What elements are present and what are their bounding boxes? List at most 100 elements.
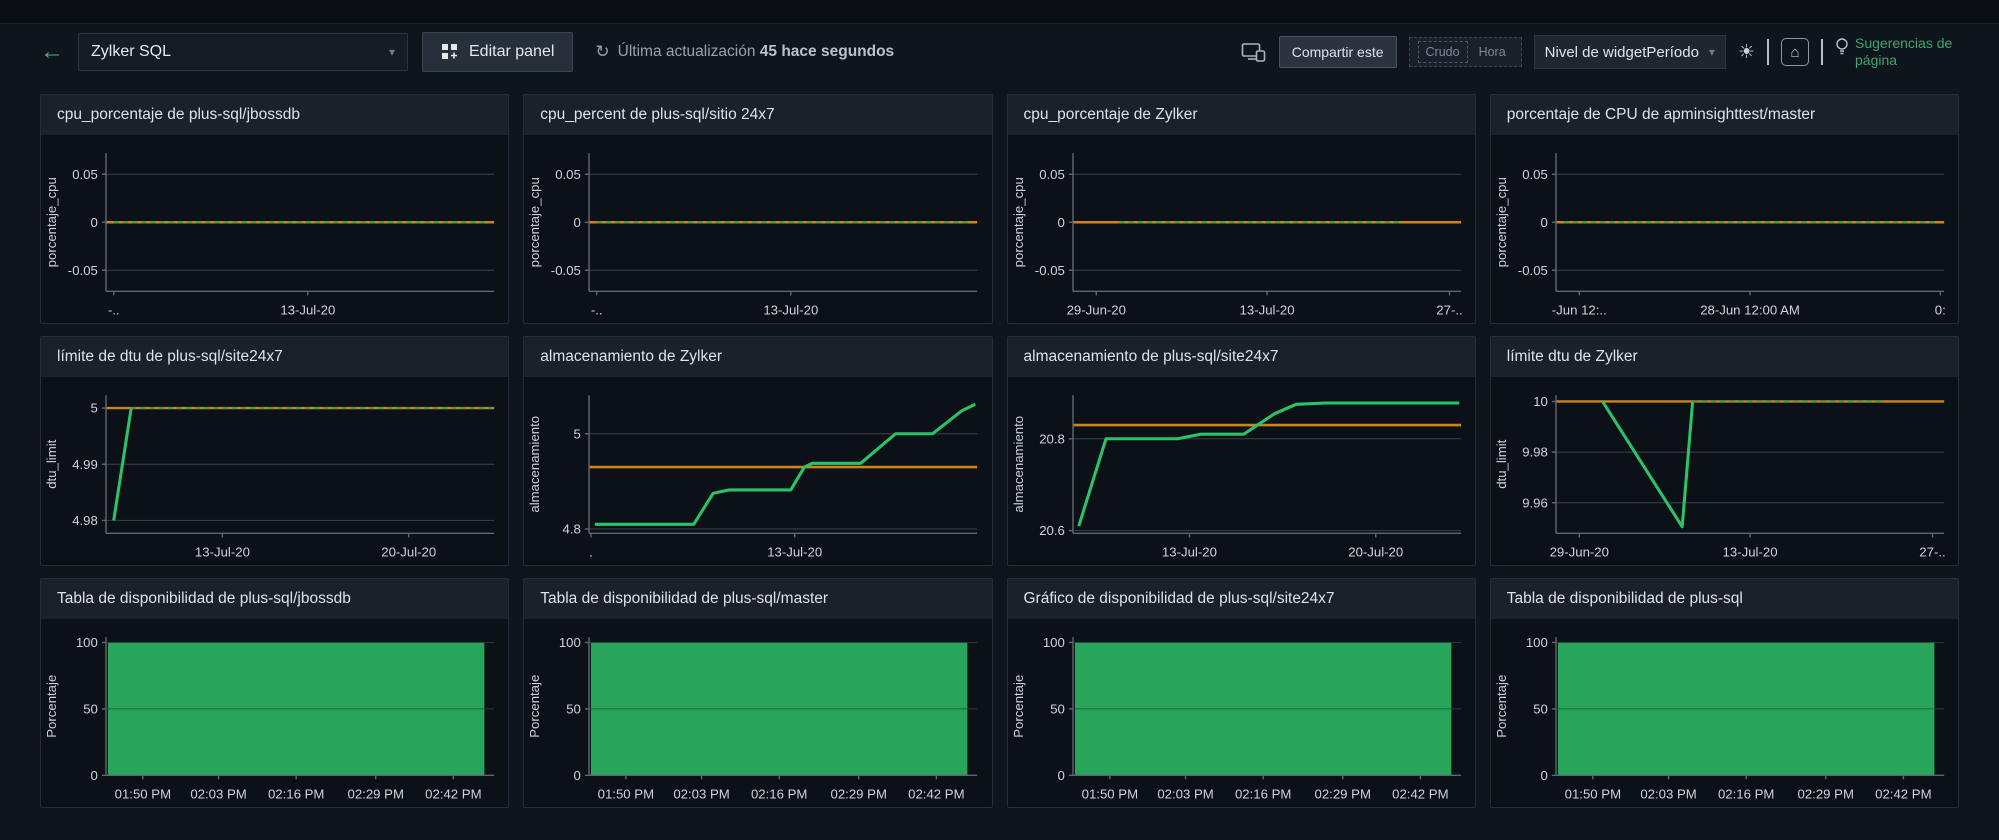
svg-text:02:29 PM: 02:29 PM [1797,787,1853,802]
svg-text:100: 100 [559,635,581,650]
chart-title: límite dtu de Zylker [1506,348,1638,365]
area-chart: 100 50 0 01:50 PM 02:03 PM 02:16 PM 02:29 PM 02… [44,635,495,802]
svg-text:27-..: 27-.. [1436,303,1462,318]
chart-panel[interactable]: almacenamiento de Zylker 5 4.8. 13-Jul-20 al… [523,336,993,566]
svg-text:0.05: 0.05 [555,167,581,182]
back-arrow-icon[interactable]: ← [40,38,64,65]
svg-text:-0.05: -0.05 [68,263,98,278]
dashboard-select[interactable]: Zylker SQL ▾ [78,33,408,71]
chart-panel[interactable]: Tabla de disponibilidad de plus-sql 100 50… [1489,578,1959,808]
chart-panel[interactable]: Gráfico de disponibilidad de plus-sql/si… [1006,578,1476,808]
svg-text:4.98: 4.98 [72,513,98,528]
svg-text:27-..: 27-.. [1919,545,1945,560]
separator [1821,39,1823,65]
chart-panel[interactable]: Tabla de disponibilidad de plus-sql/mast… [523,578,993,808]
line-chart: 10 9.98 9.96 29-Jun-20 13-Jul-20 27-.. dtu_lim… [1494,394,1945,560]
svg-text:0: 0 [1057,768,1064,783]
svg-text:02:16 PM: 02:16 PM [1718,787,1774,802]
svg-text:0: 0 [1057,215,1064,230]
svg-text:0: 0 [91,215,98,230]
chart-panel[interactable]: porcentaje de CPU de apminsighttest/mast… [1489,94,1959,324]
devices-icon[interactable] [1241,41,1267,63]
svg-text:0: 0 [1540,768,1547,783]
home-icon[interactable]: ⌂ [1781,38,1809,66]
chart-title: Gráfico de disponibilidad de plus-sql/si… [1023,590,1335,607]
svg-text:02:29 PM: 02:29 PM [348,787,404,802]
svg-text:0.05: 0.05 [1039,167,1065,182]
refresh-icon[interactable]: ↻ [595,42,610,61]
brightness-icon[interactable]: ☀ [1737,41,1755,63]
svg-text:29-Jun-20: 29-Jun-20 [1066,303,1125,318]
svg-text:dtu_limit: dtu_limit [1494,439,1509,488]
svg-text:0: 0 [1540,215,1547,230]
line-chart: 0.05 0 -0.05 29-Jun-20 13-Jul-20 27-.. porcent… [1011,153,1462,318]
svg-text:02:42 PM: 02:42 PM [1875,787,1931,802]
chevron-down-icon: ▾ [1708,45,1715,59]
svg-text:4.8: 4.8 [563,522,581,537]
svg-text:.: . [589,545,593,560]
svg-text:5: 5 [91,401,98,416]
chart-panel[interactable]: almacenamiento de plus-sql/site24x7 20.8 2… [1006,336,1476,566]
svg-text:0: 0 [574,768,581,783]
chart-title: almacenamiento de plus-sql/site24x7 [1023,348,1279,365]
chart-panel[interactable]: cpu_percent de plus-sql/sitio 24x7 0.05 0 -… [523,94,993,324]
dashboard-toolbar: ← Zylker SQL ▾ Editar panel ↻ Última act… [0,24,1999,80]
chart-title: Tabla de disponibilidad de plus-sql/mast… [540,590,829,607]
svg-text:0: 0 [91,768,98,783]
svg-text:almacenamiento: almacenamiento [1011,416,1026,513]
svg-text:50: 50 [566,701,581,716]
svg-text:Porcentaje: Porcentaje [1494,675,1509,738]
chart-panel[interactable]: cpu_porcentaje de plus-sql/jbossdb 0.05 0 -… [40,94,510,324]
line-chart: 0.05 0 -0.05 -.. 13-Jul-20 porcentaje_cpu [44,153,495,318]
chart-title: límite de dtu de plus-sql/site24x7 [57,348,283,365]
chart-title: porcentaje de CPU de apminsighttest/mast… [1506,106,1816,123]
svg-text:0.05: 0.05 [72,167,98,182]
toggle-option-raw[interactable]: Crudo [1417,41,1468,63]
svg-text:02:03 PM: 02:03 PM [190,787,246,802]
svg-text:9.98: 9.98 [1522,445,1548,460]
line-chart: 5 4.8. 13-Jul-20 almacenamiento [527,395,978,560]
svg-text:dtu_limit: dtu_limit [44,439,59,488]
edit-panel-label: Editar panel [469,43,555,60]
svg-text:10: 10 [1533,394,1548,409]
svg-text:100: 100 [1526,635,1548,650]
widget-period-value: Nivel de widgetPeríodo [1544,43,1699,61]
raw-hour-toggle: Crudo Hora [1408,37,1522,67]
svg-text:02:42 PM: 02:42 PM [908,787,964,802]
share-button[interactable]: Compartir este [1278,36,1397,68]
svg-text:29-Jun-20: 29-Jun-20 [1549,545,1608,560]
svg-text:28-Jun 12:00 AM: 28-Jun 12:00 AM [1700,303,1800,318]
svg-text:-0.05: -0.05 [1034,263,1064,278]
last-update-value: 45 hace segundos [759,43,895,60]
chart-panel[interactable]: límite dtu de Zylker 10 9.98 9.96 29-Jun-20 1… [1489,336,1959,566]
chart-title: Tabla de disponibilidad de plus-sql/jbos… [57,590,351,607]
svg-text:0:: 0: [1934,303,1945,318]
svg-text:01:50 PM: 01:50 PM [598,787,654,802]
svg-text:50: 50 [83,701,98,716]
svg-text:0: 0 [574,215,581,230]
svg-text:13-Jul-20: 13-Jul-20 [1722,545,1777,560]
line-chart: 20.8 20.6 13-Jul-20 20-Jul-20 almacenamiento [1011,395,1461,560]
svg-text:Porcentaje: Porcentaje [1011,675,1026,738]
line-chart: 0.05 0 -0.05 -Jun 12:.. 28-Jun 12:00 AM 0: por… [1494,153,1945,318]
chart-title: cpu_porcentaje de Zylker [1023,106,1198,123]
svg-text:13-Jul-20: 13-Jul-20 [1239,303,1294,318]
line-chart: 5 4.99 4.98 13-Jul-20 20-Jul-20 dtu_limit [44,395,495,560]
last-update-prefix: Última actualización [617,43,756,60]
edit-panel-button[interactable]: Editar panel [422,32,574,72]
widget-period-select[interactable]: Nivel de widgetPeríodo ▾ [1533,35,1726,69]
chart-panel[interactable]: cpu_porcentaje de Zylker 0.05 0 -0.05 29-Jun… [1006,94,1476,324]
page-suggestions-button[interactable]: Sugerencias de página [1835,35,1959,70]
chart-panel[interactable]: límite de dtu de plus-sql/site24x7 5 4.99 4… [40,336,510,566]
svg-text:-Jun 12:..: -Jun 12:.. [1552,303,1607,318]
toggle-option-hour[interactable]: Hora [1478,45,1506,59]
svg-text:porcentaje_cpu: porcentaje_cpu [1011,177,1026,267]
dashboard-select-value: Zylker SQL [91,43,172,60]
svg-text:4.99: 4.99 [72,457,98,472]
svg-text:50: 50 [1533,701,1548,716]
svg-text:100: 100 [1042,635,1064,650]
svg-text:Porcentaje: Porcentaje [44,675,59,738]
chart-panel[interactable]: Tabla de disponibilidad de plus-sql/jbos… [40,578,510,808]
svg-text:porcentaje_cpu: porcentaje_cpu [1494,177,1509,267]
svg-text:9.96: 9.96 [1522,495,1548,510]
